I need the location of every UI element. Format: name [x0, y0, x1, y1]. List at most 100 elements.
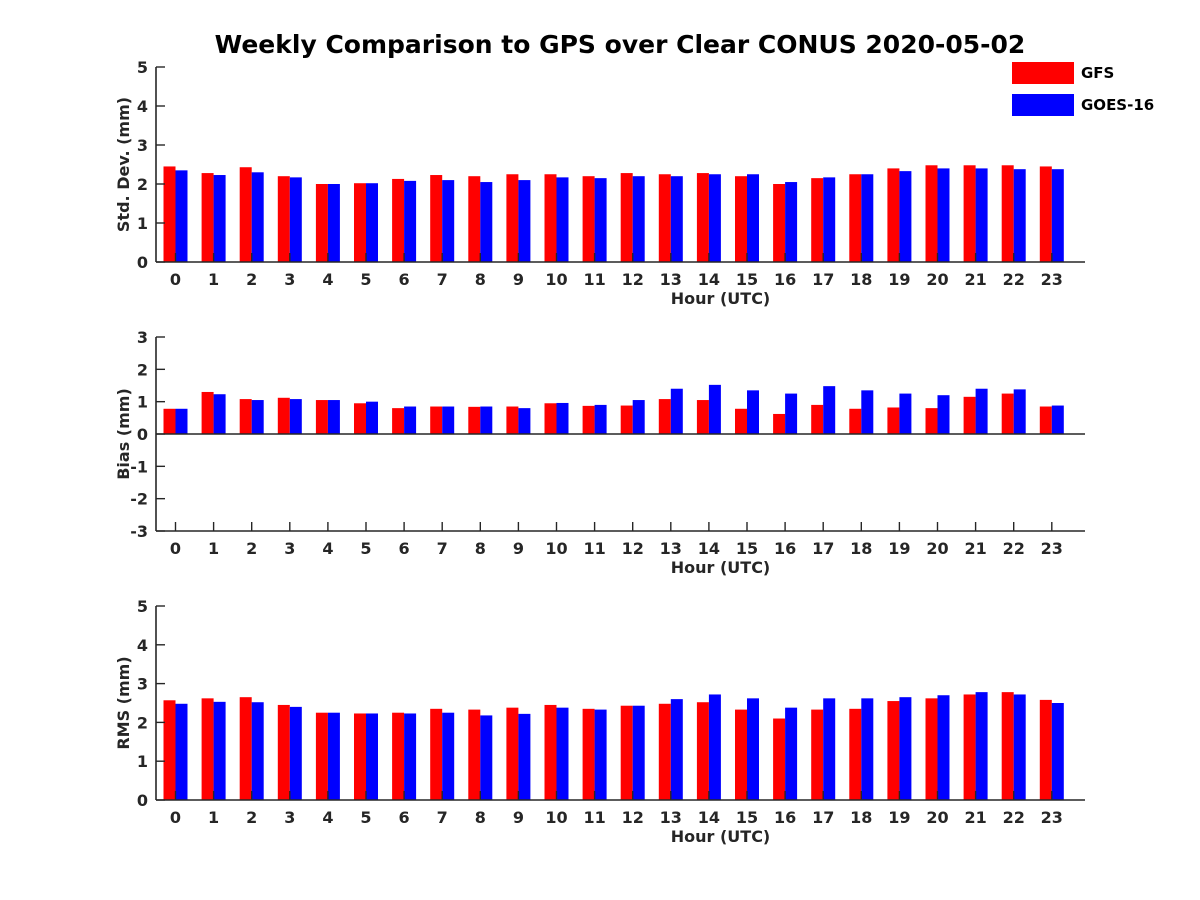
panel-3-bar-gfs-3 [277, 704, 290, 800]
panel-2-x-tick-label: 0 [170, 539, 181, 558]
panel-3-bar-gfs-0 [163, 700, 176, 800]
panel-2-y-tick-label: 2 [137, 360, 148, 379]
panel-3-x-tick-label: 23 [1041, 808, 1063, 827]
panel-3-bar-goes16-16 [785, 707, 798, 800]
panel-3-bar-gfs-19 [887, 701, 900, 800]
panel-3-y-tick-label: 4 [137, 636, 148, 655]
panel-1-bar-gfs-8 [468, 176, 481, 262]
legend-swatch-gfs [1012, 62, 1074, 84]
panel-3-bar-gfs-10 [544, 704, 557, 800]
panel-3-bar-gfs-2 [239, 697, 252, 800]
panel-2-bar-goes16-21 [975, 388, 988, 434]
panel-2-x-tick-label: 8 [475, 539, 486, 558]
panel-2-bar-gfs-16 [773, 413, 786, 434]
panel-3-x-tick-label: 2 [246, 808, 257, 827]
panel-1-bar-gfs-21 [963, 165, 976, 262]
legend-label-gfs: GFS [1081, 64, 1115, 82]
panel-3-bar-gfs-9 [506, 707, 519, 800]
panel-3-x-tick-label: 3 [284, 808, 295, 827]
panel-2-x-tick-label: 21 [964, 539, 986, 558]
panel-2-bar-gfs-19 [887, 407, 900, 434]
panel-3-x-tick-label: 11 [583, 808, 605, 827]
panel-1-bar-gfs-11 [582, 176, 595, 262]
panel-2-bar-gfs-5 [354, 403, 366, 434]
panel-1-bar-goes16-22 [1013, 169, 1026, 262]
panel-2-x-tick-label: 9 [513, 539, 524, 558]
panel-1-bar-goes16-9 [518, 180, 531, 262]
panel-3-bar-goes16-22 [1013, 694, 1026, 800]
panel-1-x-axis-label: Hour (UTC) [671, 289, 771, 308]
panel-3-bar-goes16-14 [708, 694, 721, 800]
panel-3-y-tick-label: 3 [137, 675, 148, 694]
panel-1-bar-goes16-19 [899, 171, 912, 262]
panel-1-bar-gfs-13 [658, 174, 671, 262]
panel-1-y-tick-label: 4 [137, 97, 148, 116]
panel-3-bar-gfs-8 [468, 709, 481, 800]
panel-3-x-axis-label: Hour (UTC) [671, 827, 771, 846]
chart-title: Weekly Comparison to GPS over Clear CONU… [214, 30, 1026, 59]
panel-2-bar-gfs-2 [239, 399, 252, 434]
panel-3-bar-goes16-23 [1051, 703, 1064, 800]
panel-1-bar-goes16-5 [366, 183, 378, 262]
panel-1-bar-gfs-14 [696, 173, 709, 262]
panel-1-bar-goes16-2 [251, 172, 264, 262]
panel-2-bar-goes16-8 [480, 406, 493, 434]
panel-1-bar-goes16-13 [670, 176, 683, 262]
panel-1-bar-goes16-15 [747, 174, 759, 262]
panel-1-bar-gfs-19 [887, 168, 900, 262]
panel-2-bar-gfs-17 [811, 404, 824, 434]
panel-3-bar-gfs-12 [620, 705, 633, 800]
panel-2-bar-goes16-17 [823, 386, 836, 434]
panel-1-x-tick-label: 4 [322, 270, 333, 289]
panel-2-bar-gfs-9 [506, 406, 519, 434]
panel-2-bar-goes16-5 [366, 401, 378, 434]
panel-3-bar-gfs-23 [1039, 699, 1052, 800]
panel-2-x-tick-label: 7 [437, 539, 448, 558]
panel-2-y-tick-label: -1 [130, 457, 148, 476]
panel-1-x-tick-label: 21 [964, 270, 986, 289]
panel-2-bar-gfs-14 [696, 400, 709, 434]
panel-3-y-tick-label: 5 [137, 597, 148, 616]
panel-1-bar-gfs-22 [1001, 165, 1014, 262]
panel-3-x-tick-label: 1 [208, 808, 219, 827]
panel-1-bar-gfs-16 [773, 184, 786, 262]
panel-1-bar-gfs-18 [849, 174, 862, 262]
panel-2-bar-goes16-3 [289, 399, 302, 434]
panel-3-x-tick-label: 22 [1003, 808, 1025, 827]
panel-3-bar-gfs-5 [354, 713, 366, 800]
panel-1-bar-goes16-7 [442, 180, 455, 262]
panel-3-bar-goes16-1 [213, 701, 226, 800]
panel-1-bar-goes16-1 [213, 175, 226, 262]
panel-2-x-tick-label: 13 [660, 539, 682, 558]
panel-1-x-tick-label: 22 [1003, 270, 1025, 289]
panel-2-y-tick-label: 0 [137, 425, 148, 444]
panel-2-bar-goes16-6 [404, 406, 417, 434]
panel-3-bar-goes16-6 [404, 713, 417, 800]
panel-2-x-tick-label: 16 [774, 539, 796, 558]
panel-3-bar-goes16-20 [937, 695, 950, 800]
panel-1-bar-goes16-14 [708, 174, 721, 262]
panel-3-x-tick-label: 7 [437, 808, 448, 827]
panel-1-y-axis-label: Std. Dev. (mm) [114, 97, 133, 232]
panel-2-bar-goes16-22 [1013, 389, 1026, 434]
panel-3-bar-goes16-0 [175, 703, 188, 800]
panel-2-bar-gfs-6 [392, 408, 405, 434]
panel-1-bar-gfs-7 [430, 175, 443, 262]
panel-2-bar-goes16-13 [670, 388, 683, 434]
panel-2-x-tick-label: 18 [850, 539, 872, 558]
panel-1-bar-goes16-18 [861, 174, 874, 262]
panel-2-y-tick-label: 1 [137, 393, 148, 412]
panel-2-bar-gfs-7 [430, 406, 443, 434]
panel-3-bar-goes16-5 [366, 713, 378, 800]
panel-2-x-tick-label: 23 [1041, 539, 1063, 558]
panel-1-bar-goes16-4 [327, 184, 340, 262]
panel-3-x-tick-label: 4 [322, 808, 333, 827]
panel-2-x-tick-label: 17 [812, 539, 834, 558]
panel-3-bar-goes16-21 [975, 692, 988, 800]
panel-2-bar-goes16-1 [213, 394, 226, 434]
panel-2-x-tick-label: 6 [399, 539, 410, 558]
panel-2-bar-goes16-18 [861, 390, 874, 434]
panel-2-y-tick-label: 3 [137, 328, 148, 347]
panel-1-x-tick-label: 8 [475, 270, 486, 289]
